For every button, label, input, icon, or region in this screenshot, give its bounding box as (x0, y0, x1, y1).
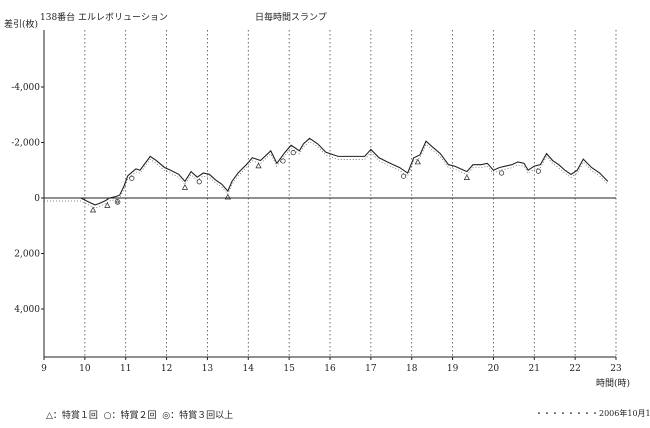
x-axis-label: 時間(時) (596, 379, 631, 389)
y-tick-label: -2,000 (11, 139, 40, 149)
legend-circle-label: ：特賞２回 (111, 411, 157, 421)
date-leader-dots: ・・・・・・・・ (535, 409, 599, 418)
legend-double-circle-symbol: ◎ (162, 411, 171, 421)
y-tick-label: 4,000 (14, 305, 40, 315)
marker-triangle (255, 162, 262, 169)
x-tick-label: 23 (610, 364, 622, 374)
x-tick-label: 14 (243, 364, 255, 374)
x-tick-label: 9 (41, 364, 47, 374)
marker-triangle (181, 184, 189, 190)
x-tick-label: 18 (406, 364, 418, 374)
marker-double-circle-inner (116, 200, 119, 204)
chart-machine-title: 138番台 エルレボリューション (40, 13, 168, 23)
marker-triangle (414, 158, 421, 165)
x-tick-label: 22 (569, 364, 580, 374)
legend-triangle-label: ：特賞１回 (52, 411, 98, 421)
x-tick-label: 11 (120, 364, 131, 374)
hour-grid (84, 30, 617, 357)
legend-double-circle-label: ：特賞３回以上 (170, 411, 234, 421)
marker-circle (290, 150, 296, 156)
series-lines (44, 137, 609, 209)
series-line (44, 137, 609, 206)
legend-triangle-symbol: △ (46, 411, 53, 421)
x-tick-label: 12 (161, 364, 172, 374)
x-tick-label: 20 (488, 364, 500, 374)
series-shadow-line (44, 140, 609, 209)
marker-circle (535, 168, 541, 174)
marker-triangle (463, 174, 470, 180)
y-tick-label: -4,000 (11, 83, 40, 93)
marker-circle (196, 179, 202, 185)
marker-circle (129, 175, 135, 181)
marker-double-circle (114, 199, 121, 205)
x-tick-label: 15 (283, 364, 295, 374)
y-tick-label: 0 (34, 194, 40, 204)
marker-circle (499, 170, 505, 176)
bonus-markers (89, 150, 541, 213)
marker-circle (400, 173, 407, 179)
x-tick-label: 17 (365, 364, 377, 374)
x-tick-label: 19 (447, 364, 459, 374)
x-tick-label: 10 (79, 364, 91, 374)
chart-title: 日毎時間スランプ (255, 13, 327, 23)
marker-triangle (104, 202, 111, 208)
legend: △：特賞１回 ○：特賞２回 ◎：特賞３回以上 (46, 408, 233, 421)
date-text: 2006年10月11日 (599, 409, 650, 418)
y-tick-labels: -4,000 -2,000 0 2,000 4,000 (11, 83, 44, 315)
legend-circle-symbol: ○ (103, 411, 112, 421)
marker-triangle (89, 206, 97, 213)
x-tick-labels: 9 10 11 12 13 14 15 16 17 18 19 20 21 22 23 (41, 357, 622, 374)
marker-circle (280, 158, 286, 164)
date-stamp: ・・・・・・・・2006年10月11日 (535, 408, 650, 419)
x-tick-label: 13 (202, 364, 214, 374)
x-tick-label: 21 (529, 364, 540, 374)
x-tick-label: 16 (324, 364, 336, 374)
y-axis-label: 差引(枚) (4, 20, 39, 30)
marker-triangle (224, 193, 231, 200)
y-tick-label: 2,000 (14, 250, 40, 260)
